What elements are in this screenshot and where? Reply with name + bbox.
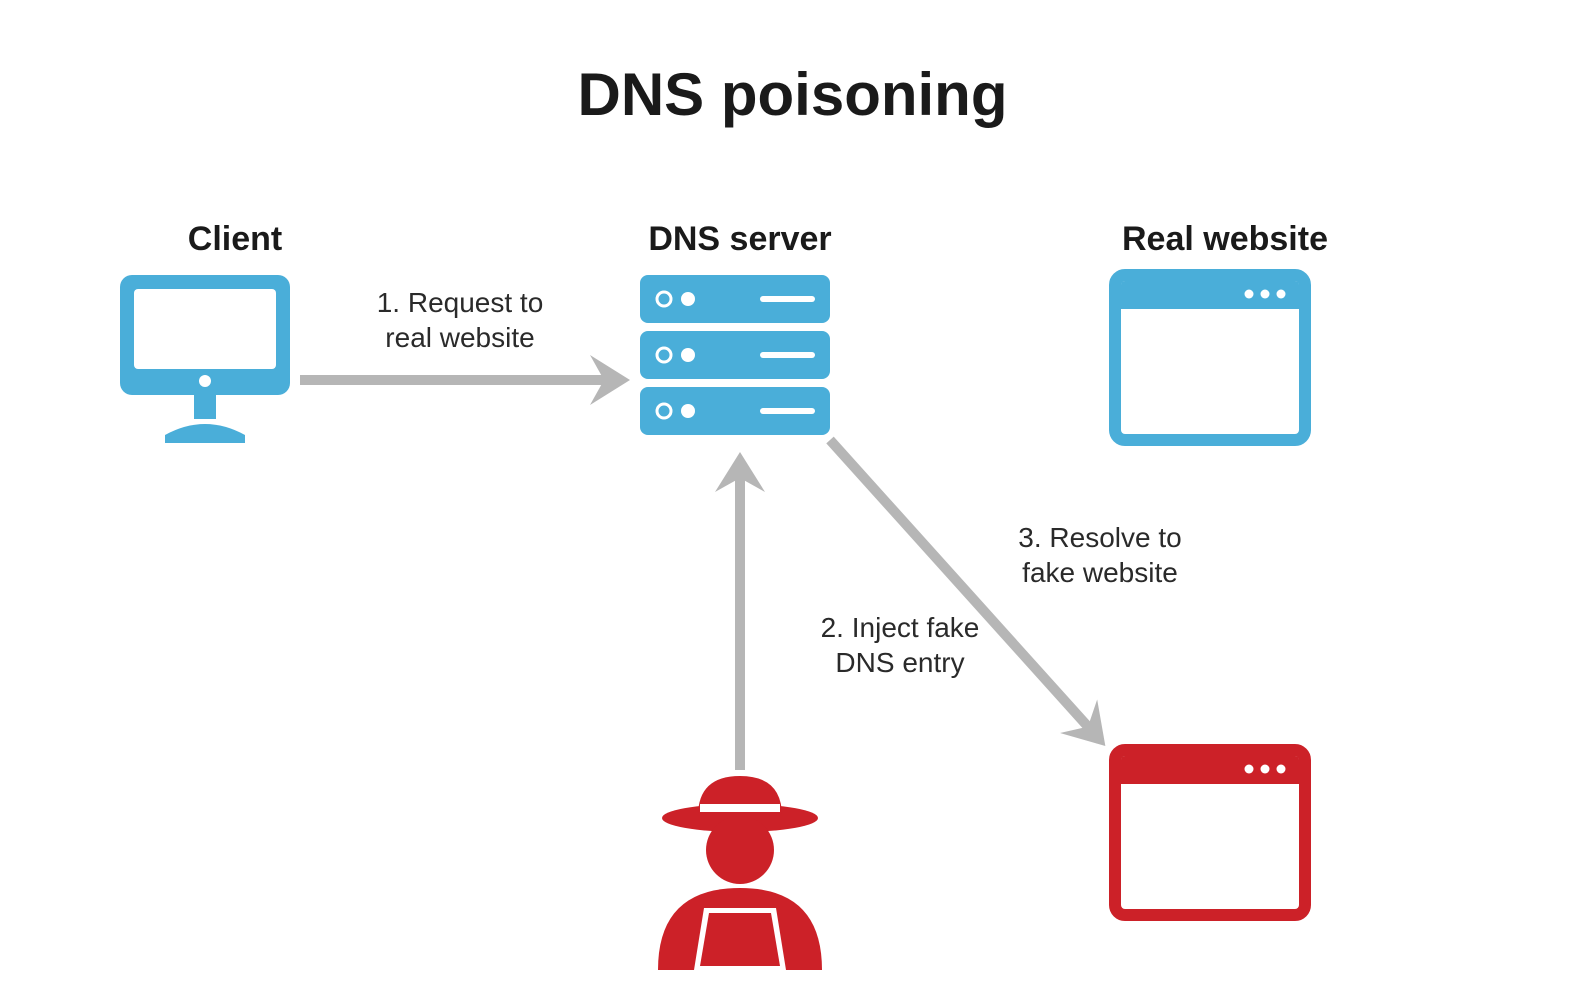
hacker-icon — [658, 776, 822, 970]
client-icon — [120, 275, 290, 443]
real-website-icon — [1115, 275, 1305, 440]
fake-website-icon — [1115, 750, 1305, 915]
server-icon — [640, 275, 830, 435]
svg-layer — [0, 0, 1585, 1002]
diagram-canvas: DNS poisoning Client DNS server Real web… — [0, 0, 1585, 1002]
edge-resolve — [830, 440, 1100, 740]
